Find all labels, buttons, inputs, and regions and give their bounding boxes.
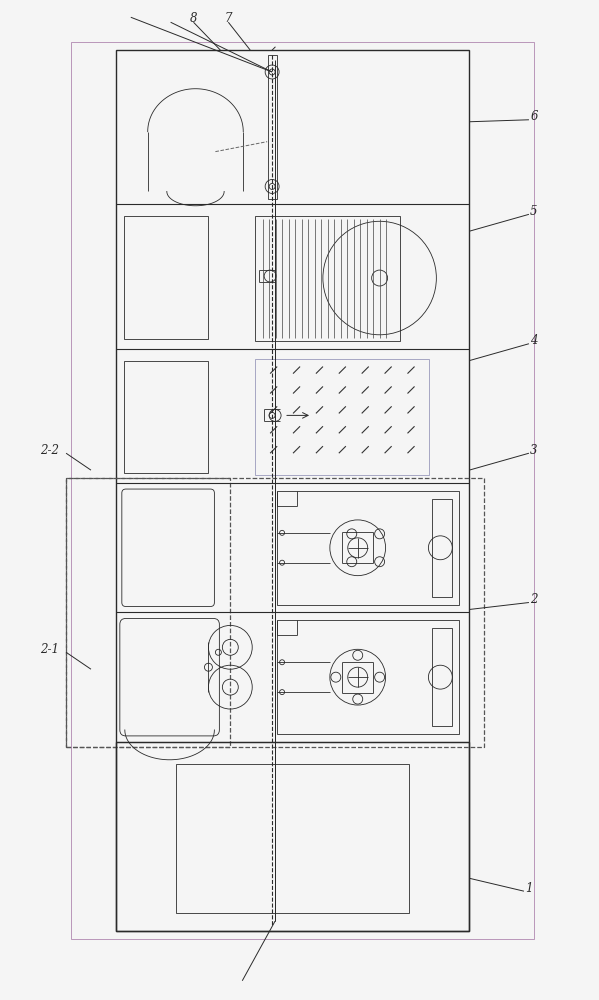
Bar [116,50,469,931]
Text: 4: 4 [530,334,538,347]
Bar [277,620,459,734]
Bar [124,361,208,473]
Bar [268,55,277,199]
Text: 2-1: 2-1 [40,643,59,656]
Text: 6: 6 [530,110,538,123]
Bar [66,478,231,747]
Text: 7: 7 [225,12,232,25]
Bar [124,216,208,339]
Bar [66,478,484,747]
Text: 3: 3 [530,444,538,457]
Bar [432,499,452,597]
Text: 8: 8 [190,12,197,25]
Text: 5: 5 [530,205,538,218]
Bar [432,628,452,726]
Text: 2-2: 2-2 [40,444,59,457]
Bar [176,764,410,913]
Bar [277,491,459,605]
Text: 2: 2 [530,593,538,606]
Bar [255,216,400,341]
Bar [255,359,429,475]
Text: 1: 1 [525,882,533,895]
Bar [71,42,534,939]
Bar [116,742,469,931]
